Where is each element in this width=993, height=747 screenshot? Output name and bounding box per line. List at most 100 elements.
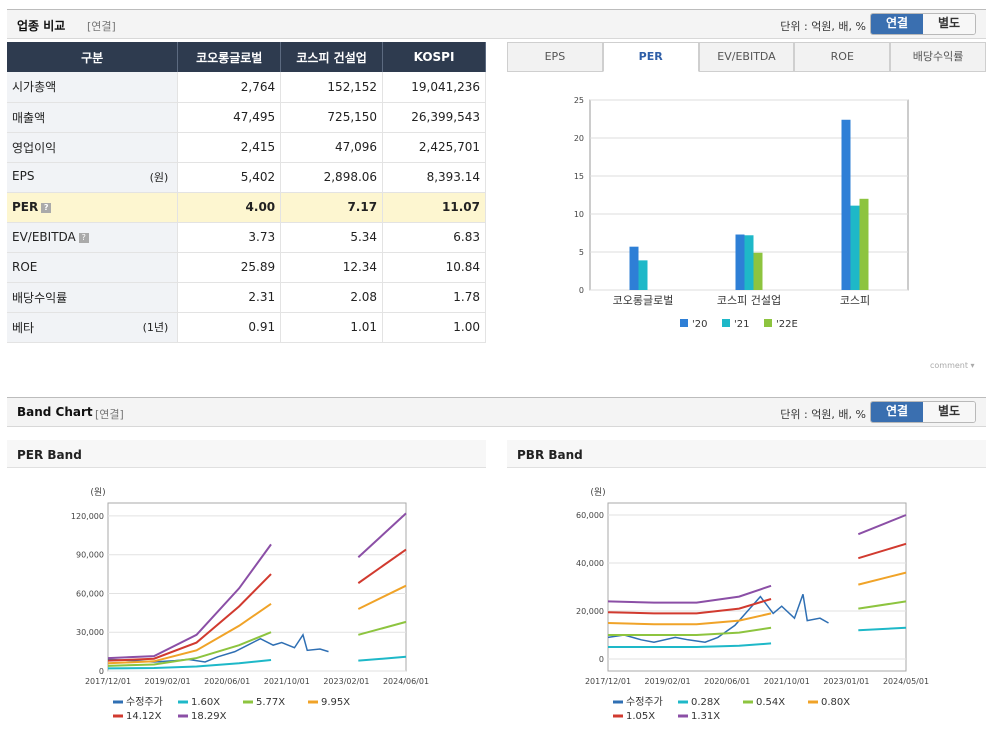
row-unit: (원) [149,171,169,184]
series-line-14.12X [357,548,407,584]
tab-0[interactable]: EPS [507,42,603,72]
legend-label: 1.05X [626,711,655,722]
row-label-text: 베타 [12,320,35,335]
x-tick-label: 2021/10/01 [264,677,310,686]
row-value: 4.00 [177,192,282,223]
row-value: 6.83 [382,222,486,253]
band-consolidated-button[interactable]: 연결 [871,402,923,422]
tab-3[interactable]: ROE [794,42,891,72]
series-line-0.54X [608,626,772,636]
y-tick-label: 120,000 [71,512,104,521]
row-value: 2.31 [177,282,282,313]
legend-label: 0.28X [691,697,720,708]
compare-header: 업종 비교 [연결] 단위 : 억원, 배, % 연결 별도 [7,9,986,39]
series-line-1.60X [358,655,407,662]
row-label-text: 영업이익 [12,140,57,155]
row-value: 2,425,701 [382,132,486,163]
separate-button[interactable]: 별도 [923,14,975,34]
series-line-9.95X [107,602,272,665]
table-row: 베타 (1년) 0.91 1.01 1.00 [7,312,486,343]
row-value: 5,402 [177,162,282,193]
metric-tabs: EPS PER EV/EBITDA ROE 배당수익률 [507,42,986,72]
row-value: 1.01 [280,312,384,343]
row-label-text: 매출액 [12,110,46,125]
row-label-text: PER [12,200,39,214]
series-line-5.77X [107,631,272,667]
legend-label: 수정주가 [626,696,663,708]
x-tick-label: 2020/06/01 [204,677,250,686]
consolidated-button[interactable]: 연결 [871,14,923,34]
series-line-18.29X [357,512,407,559]
table-row: 매출액 47,495 725,150 26,399,543 [7,102,486,133]
table-row: PER? 4.00 7.17 11.07 [7,192,486,223]
header-company: 코오롱글로벌 [177,42,282,72]
band-unit: 단위 : 억원, 배, % [780,408,866,421]
band-toggle: 연결 별도 [870,401,976,423]
help-icon[interactable]: ? [41,202,52,213]
legend-label: 수정주가 [126,696,163,708]
x-category-label: 코오롱글로벌 [613,294,674,307]
row-value: 12.34 [280,252,384,283]
table-header-row: 구분 코오롱글로벌 코스피 건설업 KOSPI [7,42,486,72]
series-line-1.31X [607,584,772,604]
x-tick-label: 2020/06/01 [704,677,750,686]
row-value: 3.73 [177,222,282,253]
help-icon[interactable]: ? [78,232,89,243]
plot-frame [607,502,907,672]
x-tick-label: 2024/05/01 [883,677,929,686]
legend-label: 18.29X [191,711,227,722]
legend-label: 5.77X [256,697,285,708]
y-tick-label: 90,000 [76,551,104,560]
bar-22E-1 [753,252,763,290]
legend-swatch [722,319,730,327]
legend-swatch [680,319,688,327]
pbr-band-title: PBR Band [507,440,986,468]
x-tick-label: 2021/10/01 [764,677,810,686]
header-category: 구분 [7,42,179,72]
comment-link[interactable]: comment ▾ [930,361,975,370]
bar-21-2 [850,205,860,290]
series-line-14.12X [107,573,272,662]
row-value: 2.08 [280,282,384,313]
series-line-수정주가 [607,593,829,643]
legend-label: '20 [692,319,707,330]
tab-4[interactable]: 배당수익률 [890,42,986,72]
comment-label: comment [930,361,969,370]
legend-label: 1.60X [191,697,220,708]
bar-21-1 [744,235,754,290]
y-tick-label: 0 [99,667,104,676]
compare-table: 구분 코오롱글로벌 코스피 건설업 KOSPI 시가총액 2,764 152,152… [7,42,486,343]
row-label: PER? [7,192,179,223]
compare-title: 업종 비교 [17,19,66,33]
row-value: 25.89 [177,252,282,283]
row-value: 26,399,543 [382,102,486,133]
row-value: 0.91 [177,312,282,343]
tab-2[interactable]: EV/EBITDA [698,42,795,72]
row-label: EV/EBITDA? [7,222,179,253]
x-tick-label: 2023/02/01 [323,677,369,686]
row-value: 1.00 [382,312,486,343]
band-separate-button[interactable]: 별도 [923,402,975,422]
per-band-chart: (원) 0 30,000 60,000 90,000 120,000 2017/12/01 2… [71,487,429,722]
legend-label: '21 [734,319,749,330]
x-tick-label: 2017/12/01 [585,677,631,686]
legend-label: 0.80X [821,697,850,708]
y-tick-label: 15 [574,172,584,181]
x-tick-label: 2019/02/01 [145,677,191,686]
row-label: ROE [7,252,179,283]
row-label-text: ROE [12,260,38,274]
tab-1[interactable]: PER [602,42,699,72]
row-value: 19,041,236 [382,72,486,103]
bar-20-2 [841,119,851,290]
series-line-5.77X [358,620,407,636]
y-tick-label: 60,000 [576,511,604,520]
bar-20-1 [735,234,745,290]
row-value: 8,393.14 [382,162,486,193]
series-line-수정주가 [107,633,329,663]
y-tick-label: 5 [579,248,584,257]
compare-unit: 단위 : 억원, 배, % [780,20,866,33]
row-label: EPS (원) [7,162,179,193]
table-row: EV/EBITDA? 3.73 5.34 6.83 [7,222,486,253]
band-title: Band Chart [17,405,93,419]
legend-swatch [764,319,772,327]
